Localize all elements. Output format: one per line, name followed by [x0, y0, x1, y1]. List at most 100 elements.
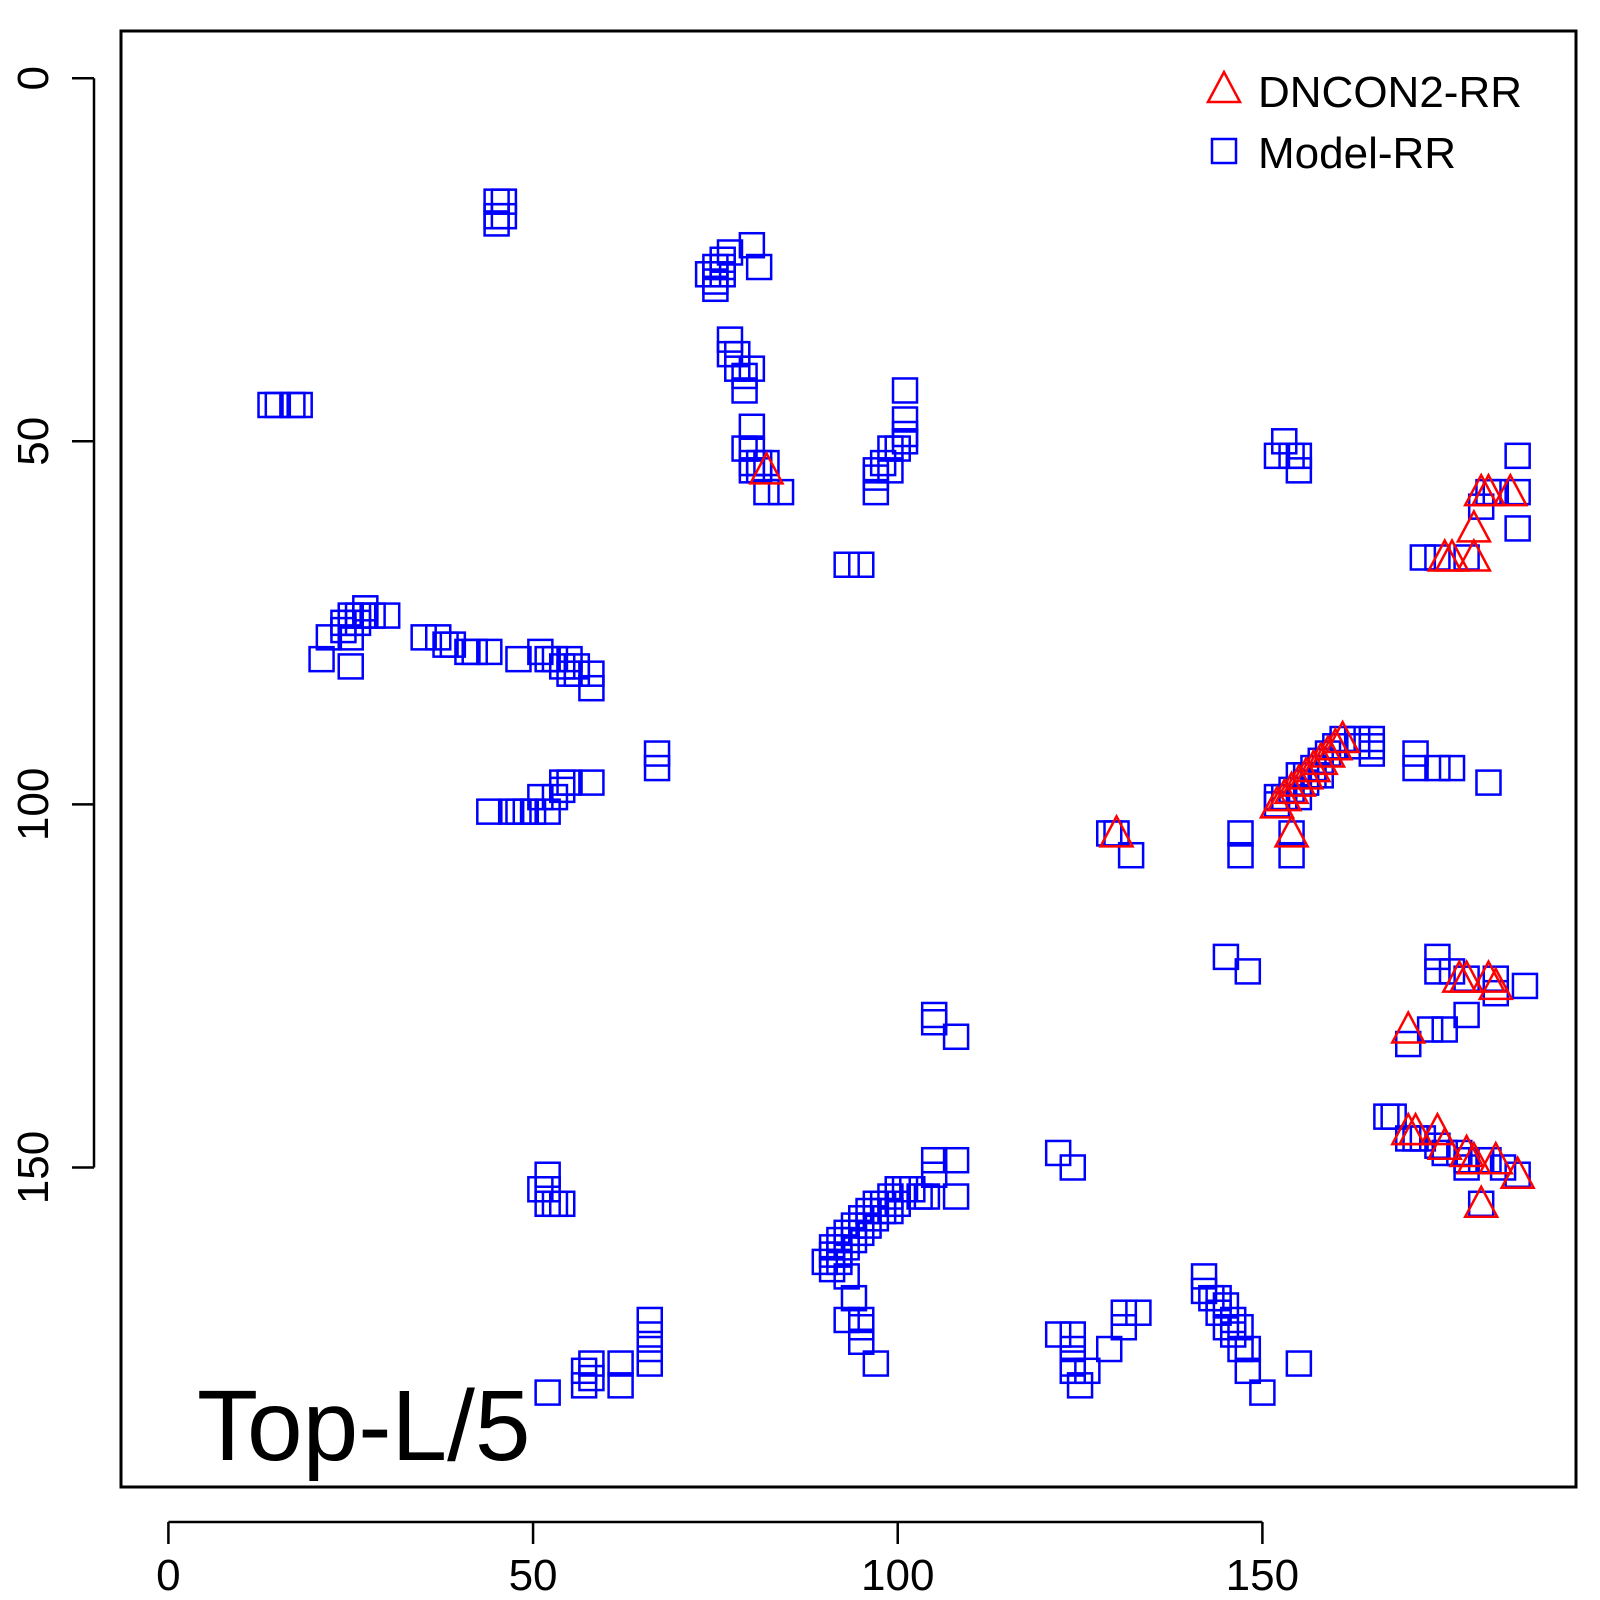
x-tick-label: 50 — [509, 1551, 558, 1600]
model-rr-marker — [1424, 958, 1451, 985]
model-rr-marker — [848, 1219, 875, 1247]
model-rr-marker — [1227, 820, 1254, 847]
dncon2-rr-marker — [1477, 966, 1514, 1001]
model-rr-marker — [862, 464, 890, 491]
dncon2-rr-marker — [1470, 959, 1507, 993]
model-rr-marker — [1059, 1350, 1087, 1377]
model-rr-marker — [1095, 820, 1123, 847]
y-axis: 0 50 100 150 — [9, 66, 96, 1204]
model-rr-marker — [497, 798, 525, 825]
model-rr-marker — [643, 740, 671, 767]
model-rr-marker — [578, 769, 605, 796]
dncon2-rr-marker — [1477, 1140, 1514, 1175]
model-rr-marker — [578, 660, 605, 687]
model-rr-marker — [877, 457, 904, 484]
model-rr-marker — [1044, 1139, 1072, 1167]
model-rr-marker — [330, 616, 357, 644]
model-rr-marker — [505, 798, 532, 825]
model-rr-marker — [942, 1146, 970, 1174]
model-rr-marker — [1438, 754, 1466, 782]
legend-label-model: Model-RR — [1258, 129, 1456, 178]
model-rr-marker — [869, 1197, 897, 1225]
model-rr-marker — [891, 377, 919, 404]
model-rr-marker — [556, 769, 583, 796]
model-rr-marker — [738, 231, 766, 259]
model-rr-marker — [855, 1197, 882, 1225]
y-tick-label: 50 — [9, 417, 58, 466]
model-rr-marker — [848, 1205, 875, 1232]
model-rr-marker — [833, 1219, 860, 1247]
model-rr-marker — [840, 1226, 868, 1254]
model-rr-marker — [848, 1313, 875, 1341]
legend-label-dncon2: DNCON2-RR — [1258, 68, 1522, 117]
model-rr-marker — [877, 435, 904, 462]
model-rr-marker — [877, 1197, 904, 1225]
annotation-top-l5: Top-L/5 — [197, 1370, 531, 1482]
model-rr-marker — [884, 435, 911, 462]
model-rr-marker — [636, 1350, 664, 1377]
model-rr-marker — [1504, 442, 1531, 470]
model-rr-marker — [308, 645, 335, 673]
model-rr-marker — [534, 1176, 561, 1203]
model-rr-marker — [636, 1321, 664, 1348]
model-rr-marker — [257, 391, 284, 419]
model-rr-marker — [286, 391, 313, 419]
dncon2-rr-marker — [1470, 472, 1507, 507]
model-rr-marker — [636, 1306, 664, 1334]
model-rr-marker — [359, 602, 386, 629]
model-rr-marker — [1059, 1321, 1087, 1348]
model-rr-marker — [541, 645, 569, 673]
model-rr-marker — [519, 798, 547, 825]
model-rr-marker — [848, 1328, 875, 1356]
model-rr-marker — [1059, 1154, 1087, 1181]
model-rr-marker — [869, 449, 897, 477]
model-rr-marker — [461, 638, 488, 666]
model-rr-marker — [483, 210, 510, 237]
model-rr-marker — [352, 595, 379, 622]
model-rr-marker — [884, 1176, 911, 1203]
model-rr-marker — [840, 1212, 868, 1239]
model-rr-marker — [702, 261, 729, 288]
model-rr-marker — [818, 1255, 846, 1283]
dncon2-rr-marker — [1455, 508, 1492, 543]
model-rr-marker — [731, 377, 758, 404]
model-rr-marker — [716, 326, 744, 353]
model-rr-marker — [716, 239, 744, 266]
dncon2-rr-marker — [1317, 726, 1354, 761]
model-rr-marker — [337, 653, 364, 680]
model-rr-marker — [315, 624, 343, 651]
model-rr-marker — [724, 340, 751, 368]
dncon2-rr-marker — [1455, 1140, 1492, 1175]
model-rr-marker — [694, 261, 722, 288]
model-rr-marker — [1402, 740, 1429, 767]
model-rr-marker — [570, 1372, 598, 1399]
legend: DNCON2-RR Model-RR — [1205, 68, 1522, 178]
model-rr-marker — [738, 413, 766, 441]
model-rr-marker — [1219, 1321, 1247, 1348]
model-rr-marker — [490, 188, 518, 215]
model-rr-marker — [337, 602, 364, 629]
model-rr-marker — [1110, 1313, 1138, 1341]
model-rr-marker — [1249, 1379, 1276, 1406]
model-rr-marker — [709, 261, 736, 288]
model-rr-marker — [607, 1372, 634, 1399]
model-rr-marker — [410, 624, 437, 651]
model-rr-marker — [920, 1001, 948, 1029]
model-rr-marker — [1227, 1313, 1254, 1341]
model-rr-marker — [840, 1284, 868, 1312]
model-rr-marker — [556, 645, 583, 673]
model-rr-marker — [702, 268, 729, 295]
model-rr-marker — [1358, 733, 1386, 760]
model-rr-marker — [337, 609, 364, 637]
y-tick-label: 150 — [9, 1131, 58, 1204]
x-tick-label: 0 — [156, 1551, 180, 1600]
model-rr-marker — [1205, 1284, 1232, 1312]
model-rr-marker — [891, 428, 919, 455]
model-rr-marker — [862, 457, 890, 484]
model-rr-marker — [891, 406, 919, 433]
x-tick-label: 100 — [861, 1551, 934, 1600]
model-rr-marker — [1285, 1350, 1313, 1377]
model-rr-marker — [534, 645, 561, 673]
model-rr-marker — [454, 638, 481, 666]
